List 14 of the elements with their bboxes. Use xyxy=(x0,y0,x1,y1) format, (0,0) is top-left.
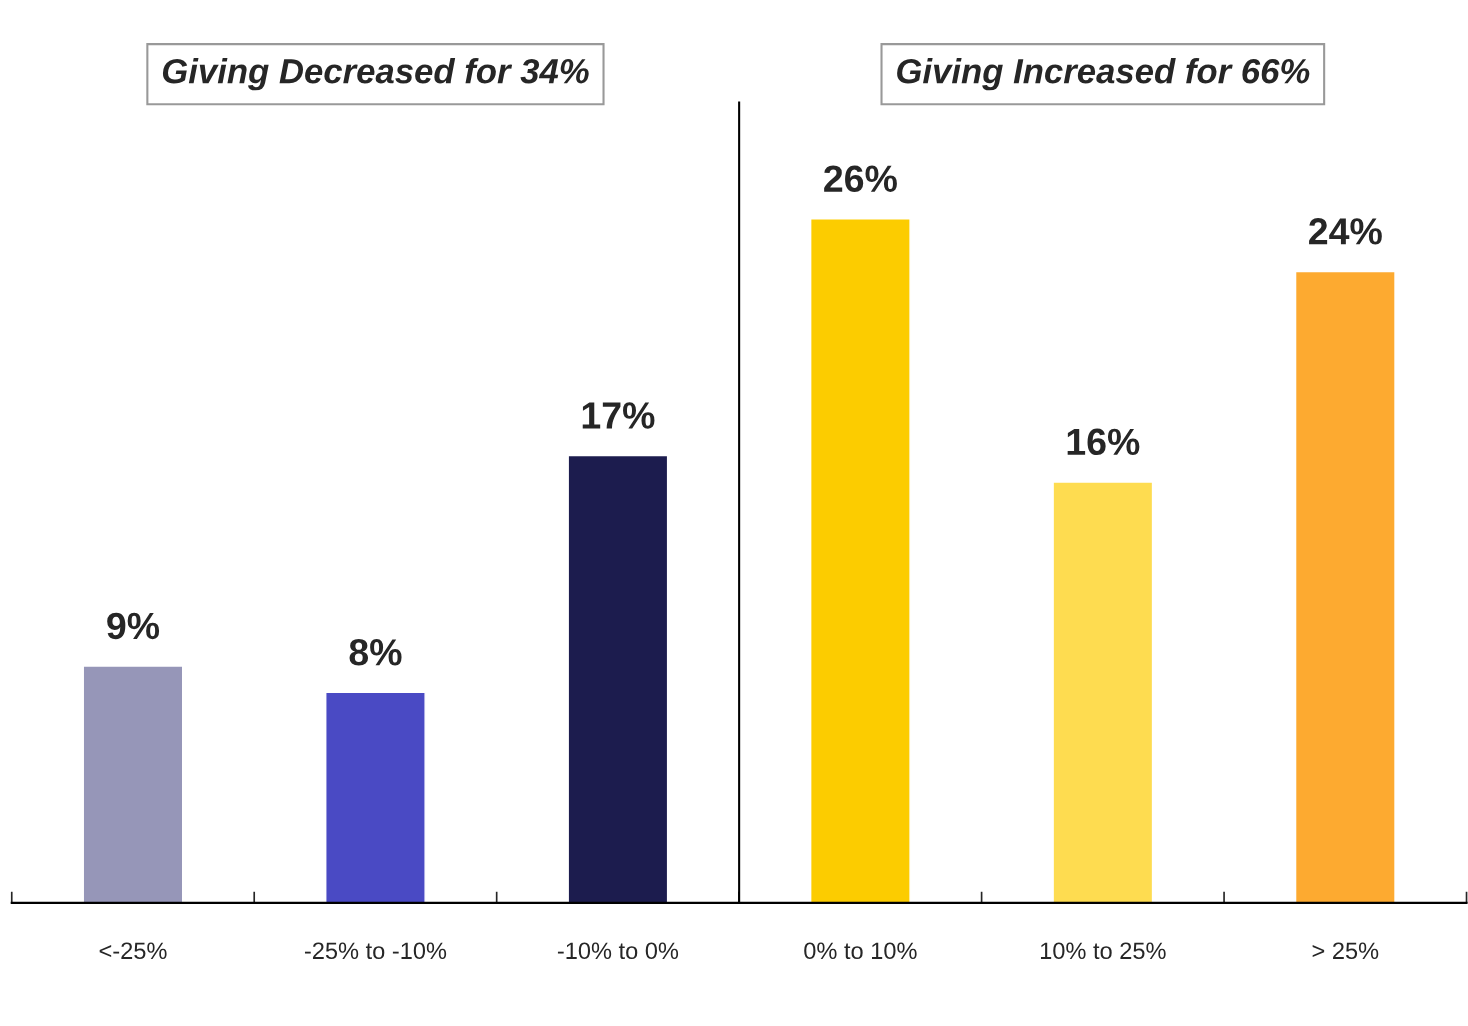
x-tick-label: -10% to 0% xyxy=(557,942,679,960)
x-tick-label: > 25% xyxy=(1312,942,1379,960)
data-label: 17% xyxy=(582,402,655,429)
data-label: 26% xyxy=(824,165,897,193)
chart-title: Giving Decreased for 34% xyxy=(162,57,589,91)
data-label: 8% xyxy=(349,639,402,666)
data-label: 24% xyxy=(1309,218,1382,245)
chart-title: Giving Increased for 66% xyxy=(897,57,1310,91)
x-tick-label: 10% to 25% xyxy=(1040,942,1166,960)
x-tick-label: <-25% xyxy=(99,942,167,960)
x-tick-label: 0% to 10% xyxy=(804,942,917,960)
x-tick-label: -25% to -10% xyxy=(304,942,447,960)
data-label: 16% xyxy=(1067,428,1140,456)
data-label: 9% xyxy=(107,612,160,640)
